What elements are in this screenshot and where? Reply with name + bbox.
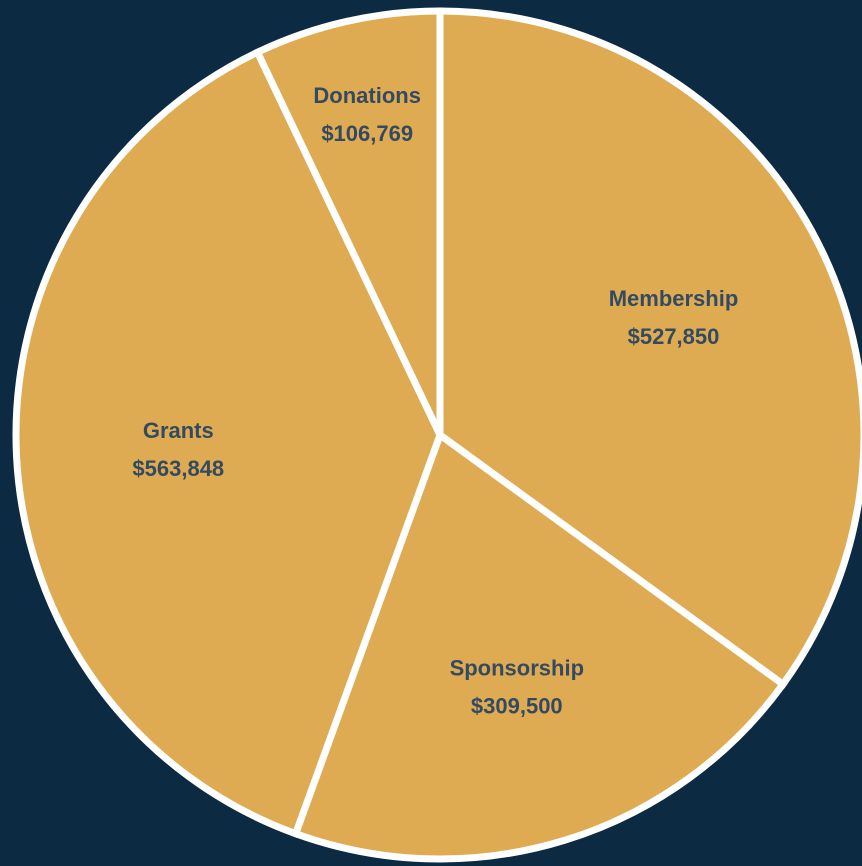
slice-value-membership: $527,850 bbox=[628, 324, 720, 349]
pie-labels: Membership $527,850 Sponsorship $309,500 Gra… bbox=[132, 83, 738, 718]
pie-slice-grants bbox=[12, 47, 444, 839]
pie-slice-donations bbox=[252, 7, 444, 437]
pie-slice-membership bbox=[436, 7, 862, 690]
slice-value-donations: $106,769 bbox=[321, 121, 413, 146]
slice-value-grants: $563,848 bbox=[132, 456, 224, 481]
pie-slice-sponsorship bbox=[291, 429, 788, 863]
slice-label-grants: Grants bbox=[143, 418, 214, 443]
pie-slices bbox=[12, 7, 862, 863]
slice-label-sponsorship: Sponsorship bbox=[450, 656, 584, 681]
slice-label-donations: Donations bbox=[313, 83, 421, 108]
slice-label-membership: Membership bbox=[609, 286, 739, 311]
slice-value-sponsorship: $309,500 bbox=[471, 694, 563, 719]
